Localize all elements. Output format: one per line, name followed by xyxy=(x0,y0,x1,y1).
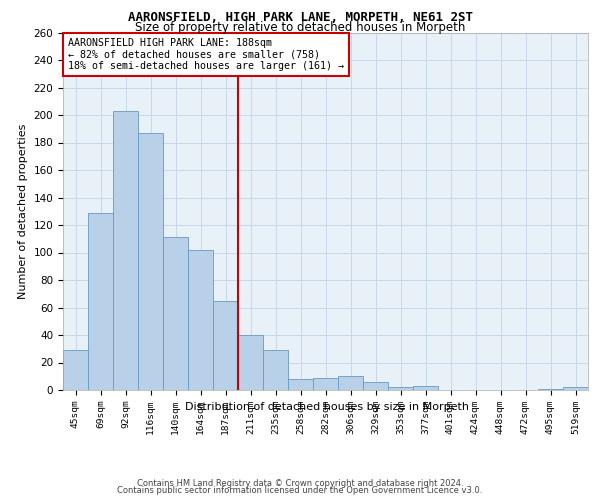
Bar xyxy=(413,386,438,390)
Bar xyxy=(238,335,263,390)
Bar xyxy=(138,133,163,390)
Bar xyxy=(88,212,113,390)
Bar xyxy=(213,300,238,390)
Bar xyxy=(313,378,338,390)
Bar xyxy=(563,387,588,390)
Text: Distribution of detached houses by size in Morpeth: Distribution of detached houses by size … xyxy=(185,402,469,412)
Bar xyxy=(263,350,288,390)
Bar xyxy=(63,350,88,390)
Bar xyxy=(363,382,388,390)
Text: AARONSFIELD HIGH PARK LANE: 188sqm
← 82% of detached houses are smaller (758)
18: AARONSFIELD HIGH PARK LANE: 188sqm ← 82%… xyxy=(68,38,344,71)
Bar xyxy=(188,250,213,390)
Text: Contains HM Land Registry data © Crown copyright and database right 2024.: Contains HM Land Registry data © Crown c… xyxy=(137,478,463,488)
Text: Size of property relative to detached houses in Morpeth: Size of property relative to detached ho… xyxy=(135,21,465,34)
Bar xyxy=(113,111,138,390)
Text: Contains public sector information licensed under the Open Government Licence v3: Contains public sector information licen… xyxy=(118,486,482,495)
Bar xyxy=(163,238,188,390)
Y-axis label: Number of detached properties: Number of detached properties xyxy=(18,124,28,299)
Bar xyxy=(538,388,563,390)
Bar xyxy=(288,379,313,390)
Bar xyxy=(388,387,413,390)
Bar xyxy=(338,376,363,390)
Text: AARONSFIELD, HIGH PARK LANE, MORPETH, NE61 2ST: AARONSFIELD, HIGH PARK LANE, MORPETH, NE… xyxy=(128,11,473,24)
